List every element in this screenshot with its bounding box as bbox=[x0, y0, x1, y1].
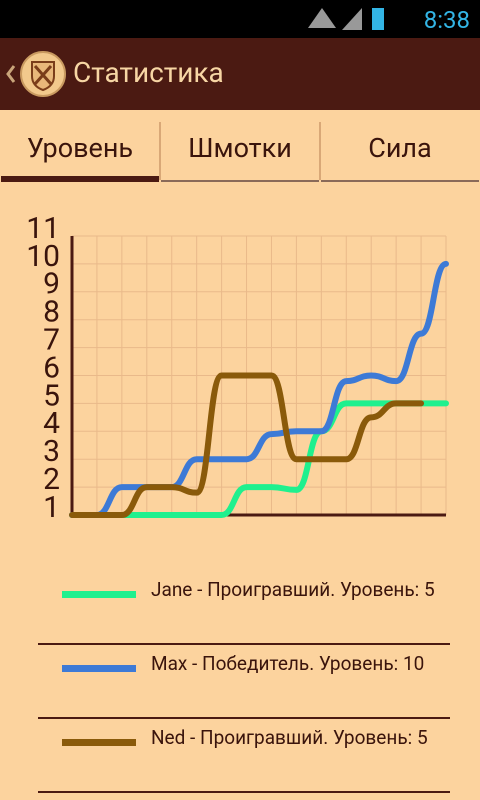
y-tick-label: 5 bbox=[43, 378, 60, 413]
legend-swatch bbox=[62, 739, 136, 746]
status-icons bbox=[308, 8, 384, 30]
legend-label: Jane - Проигравший. Уровень: 5 bbox=[151, 578, 435, 601]
legend-entry: Jane - Проигравший. Уровень: 5 bbox=[38, 571, 450, 645]
y-tick-label: 10 bbox=[26, 239, 60, 274]
y-tick-label: 2 bbox=[43, 462, 60, 497]
line-series bbox=[69, 400, 449, 518]
y-tick-label: 3 bbox=[43, 434, 60, 469]
app-title: Статистика bbox=[73, 56, 224, 89]
y-tick-label: 6 bbox=[43, 350, 60, 385]
y-tick-label: 7 bbox=[43, 323, 60, 358]
y-tick-label: 1 bbox=[43, 490, 60, 525]
tab-bar: Уровень Шмотки Сила bbox=[0, 110, 480, 182]
status-bar: 8:38 bbox=[0, 0, 480, 38]
y-tick-label: 4 bbox=[43, 406, 60, 441]
app-bar: Статистика bbox=[0, 38, 480, 110]
y-tick-label: 8 bbox=[43, 295, 60, 330]
tab[interactable]: Уровень bbox=[1, 110, 159, 182]
y-tick-label: 11 bbox=[26, 211, 60, 246]
tab[interactable]: Шмотки bbox=[159, 110, 319, 182]
tab[interactable]: Сила bbox=[319, 110, 479, 182]
clock: 8:38 bbox=[423, 6, 470, 34]
legend-label: Max - Победитель. Уровень: 10 bbox=[151, 652, 425, 675]
legend-entry: Ned - Проигравший. Уровень: 5 bbox=[38, 719, 450, 793]
app-icon[interactable] bbox=[0, 38, 70, 110]
legend-swatch bbox=[62, 591, 136, 598]
line-series bbox=[69, 372, 425, 518]
y-tick-label: 9 bbox=[43, 267, 60, 302]
line-series bbox=[69, 260, 449, 518]
legend-label: Ned - Проигравший. Уровень: 5 bbox=[151, 726, 428, 749]
legend-entry: Max - Победитель. Уровень: 10 bbox=[38, 645, 450, 719]
legend-swatch bbox=[62, 665, 136, 672]
